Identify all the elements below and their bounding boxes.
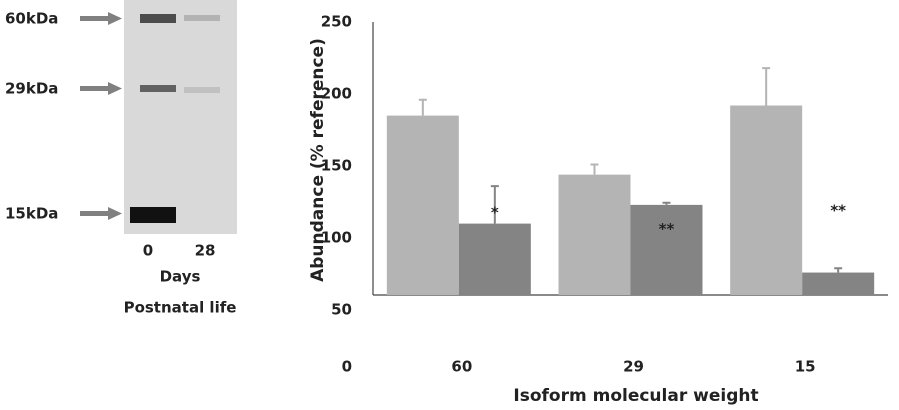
y-tick-label: 0 — [342, 358, 352, 376]
blot-band — [184, 15, 220, 21]
figure: 60kDa 29kDa 15kDa 0 28 Days Postnatal li… — [0, 0, 899, 410]
lane-axis-label: Days — [160, 268, 201, 286]
error-bar — [591, 165, 599, 175]
blot-membrane — [124, 0, 237, 234]
bar — [559, 175, 631, 295]
error-bar — [834, 268, 842, 272]
bar — [459, 224, 531, 295]
significance-label: * — [491, 204, 499, 222]
marker-arrows — [80, 12, 122, 220]
error-bar — [762, 68, 770, 105]
x-tick-label: 29 — [623, 358, 644, 376]
y-tick-label: 50 — [331, 301, 352, 319]
marker-label: 29kDa — [5, 80, 58, 98]
marker-label: 60kDa — [5, 10, 58, 28]
blot-caption: Postnatal life — [124, 299, 237, 317]
blot-band — [184, 87, 220, 93]
bar — [730, 106, 802, 295]
x-axis-title: Isoform molecular weight — [513, 386, 758, 406]
x-tick-label: 15 — [795, 358, 816, 376]
bar — [387, 116, 459, 295]
y-tick-label: 100 — [321, 229, 352, 247]
lane-label: 0 — [143, 242, 153, 260]
blot-band — [140, 85, 176, 92]
marker-label: 15kDa — [5, 205, 58, 223]
bar — [802, 273, 874, 295]
y-tick-label: 250 — [321, 13, 352, 31]
x-tick-label: 60 — [451, 358, 472, 376]
lane-label: 28 — [195, 242, 216, 260]
y-tick-label: 150 — [321, 157, 352, 175]
blot-band — [140, 14, 176, 23]
y-tick-label: 200 — [321, 85, 352, 103]
significance-label: ** — [659, 220, 675, 238]
blot-band — [130, 207, 176, 223]
bar — [631, 205, 703, 295]
significance-label: ** — [830, 202, 846, 220]
error-bar — [419, 100, 427, 116]
western-blot: 60kDa 29kDa 15kDa 0 28 Days Postnatal li… — [5, 0, 237, 317]
error-bar — [663, 203, 671, 205]
